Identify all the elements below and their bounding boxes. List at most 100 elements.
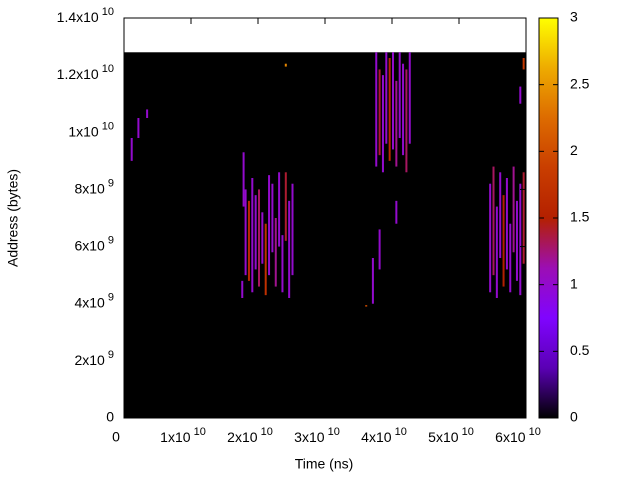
x-tick-label-base: 2x10: [227, 429, 258, 445]
x-tick-label: 4x10 10: [361, 426, 407, 445]
y-tick-label: 1x10 10: [68, 120, 114, 139]
heatmap-cell: [284, 63, 287, 67]
heatmap-cell: [519, 183, 522, 296]
y-tick-label-base: 2x10: [74, 352, 105, 368]
heatmap-cell: [274, 218, 277, 287]
x-tick-label-base: 1x10: [160, 429, 191, 445]
heatmap-cell: [241, 280, 244, 298]
heatmap-cell: [385, 52, 388, 144]
y-tick-label: 6x10 9: [74, 234, 114, 253]
heatmap-cell: [284, 172, 287, 241]
heatmap-cell: [519, 86, 522, 104]
heatmap-cell: [378, 69, 381, 156]
heatmap-cell: [258, 189, 261, 287]
heatmap-cell: [512, 166, 515, 253]
heatmap-cell: [254, 195, 257, 270]
colorbar-tick-label: 0.5: [570, 342, 590, 358]
x-tick-label-base: 3x10: [294, 429, 325, 445]
heatmap-cell: [375, 52, 378, 167]
y-tick-label-exponent: 10: [99, 63, 114, 75]
y-tick-label-base: 1.4x10: [57, 9, 99, 25]
heatmap-cell: [130, 138, 133, 161]
x-tick-label: 6x10 10: [495, 426, 541, 445]
heatmap-cell: [288, 200, 291, 298]
y-tick-label: 1.4x10 10: [57, 6, 114, 25]
colorbar-tick-label: 2.5: [570, 75, 590, 91]
y-tick-label-exponent: 9: [105, 234, 114, 246]
x-tick-label-exponent: 10: [258, 426, 273, 438]
colorbar-tick-label: 1.5: [570, 209, 590, 225]
heatmap-cell: [381, 75, 384, 173]
x-tick-label-exponent: 10: [526, 426, 541, 438]
heatmap-cell: [378, 229, 381, 270]
y-tick-label-base: 6x10: [74, 237, 105, 253]
heatmap-cell: [278, 172, 281, 247]
y-tick-label-exponent: 9: [105, 349, 114, 361]
x-tick-label-exponent: 10: [191, 426, 206, 438]
y-tick-label: 4x10 9: [74, 292, 114, 311]
x-tick-label-exponent: 10: [392, 426, 407, 438]
x-tick-label-base: 5x10: [428, 429, 459, 445]
x-tick-label: 5x10 10: [428, 426, 474, 445]
heatmap-cell: [264, 223, 267, 296]
heatmap-cell: [408, 52, 411, 144]
colorbar-tick-label: 1: [570, 275, 578, 291]
colorbar-tick-label: 0: [570, 409, 578, 425]
x-axis-label: Time (ns): [295, 456, 354, 472]
y-tick-label-base: 1.2x10: [57, 66, 99, 82]
heatmap-cell: [495, 206, 498, 298]
heatmap-cell: [251, 178, 254, 293]
heatmap-cell: [522, 172, 525, 264]
y-tick-label-exponent: 9: [105, 292, 114, 304]
y-tick-label-base: 8x10: [74, 180, 105, 196]
heatmap-cell: [509, 223, 512, 293]
heatmap-cell: [137, 118, 140, 138]
y-tick-label-exponent: 9: [105, 177, 114, 189]
heatmap-cell: [515, 200, 518, 281]
heatmap-cell: [395, 200, 398, 224]
heatmap-cell: [268, 175, 271, 276]
heatmap-cell: [492, 166, 495, 276]
heatmap-cell: [398, 52, 401, 138]
heatmap-cell: [502, 195, 505, 287]
x-tick-label: 0: [112, 429, 120, 445]
heatmap-cell: [291, 183, 294, 276]
y-tick-label-base: 4x10: [74, 294, 105, 310]
heatmap-cell: [395, 80, 398, 167]
colorbar-tick-label: 2: [570, 142, 578, 158]
y-axis-label: Address (bytes): [5, 169, 21, 267]
y-tick-label-base: 1x10: [68, 123, 99, 139]
heatmap-cell: [392, 52, 395, 150]
y-tick-label: 8x10 9: [74, 177, 114, 196]
heatmap-cell: [499, 172, 502, 258]
heatmap-cell: [271, 183, 274, 253]
heatmap-cell: [388, 58, 391, 161]
x-tick-label-base: 4x10: [361, 429, 392, 445]
x-tick-label: 2x10 10: [227, 426, 273, 445]
x-tick-label-exponent: 10: [325, 426, 340, 438]
heatmap-cell: [244, 189, 247, 276]
heatmap-cell: [242, 152, 245, 207]
colorbar-tick-label: 3: [570, 9, 578, 25]
heatmap-cell: [365, 305, 368, 307]
heatmap-cell: [247, 200, 250, 281]
heatmap-cell: [371, 258, 374, 304]
heatmap-cell: [522, 58, 525, 70]
heatmap-cell: [489, 183, 492, 293]
heatmap-cell: [405, 69, 408, 173]
heatmap-cell: [281, 235, 284, 293]
heatmap-cell: [505, 178, 508, 270]
x-tick-label: 1x10 10: [160, 426, 206, 445]
heatmap-background: [124, 52, 526, 419]
y-tick-label: 0: [106, 409, 114, 425]
heatmap-cell: [261, 212, 264, 264]
y-tick-label: 2x10 9: [74, 349, 114, 368]
heatmap-cell: [402, 63, 405, 156]
heatmap-cell: [146, 109, 149, 118]
x-tick-label: 3x10 10: [294, 426, 340, 445]
x-tick-label-base: 6x10: [495, 429, 526, 445]
y-tick-label: 1.2x10 10: [57, 63, 114, 82]
y-tick-label-exponent: 10: [99, 120, 114, 132]
y-tick-label-exponent: 10: [99, 6, 114, 18]
